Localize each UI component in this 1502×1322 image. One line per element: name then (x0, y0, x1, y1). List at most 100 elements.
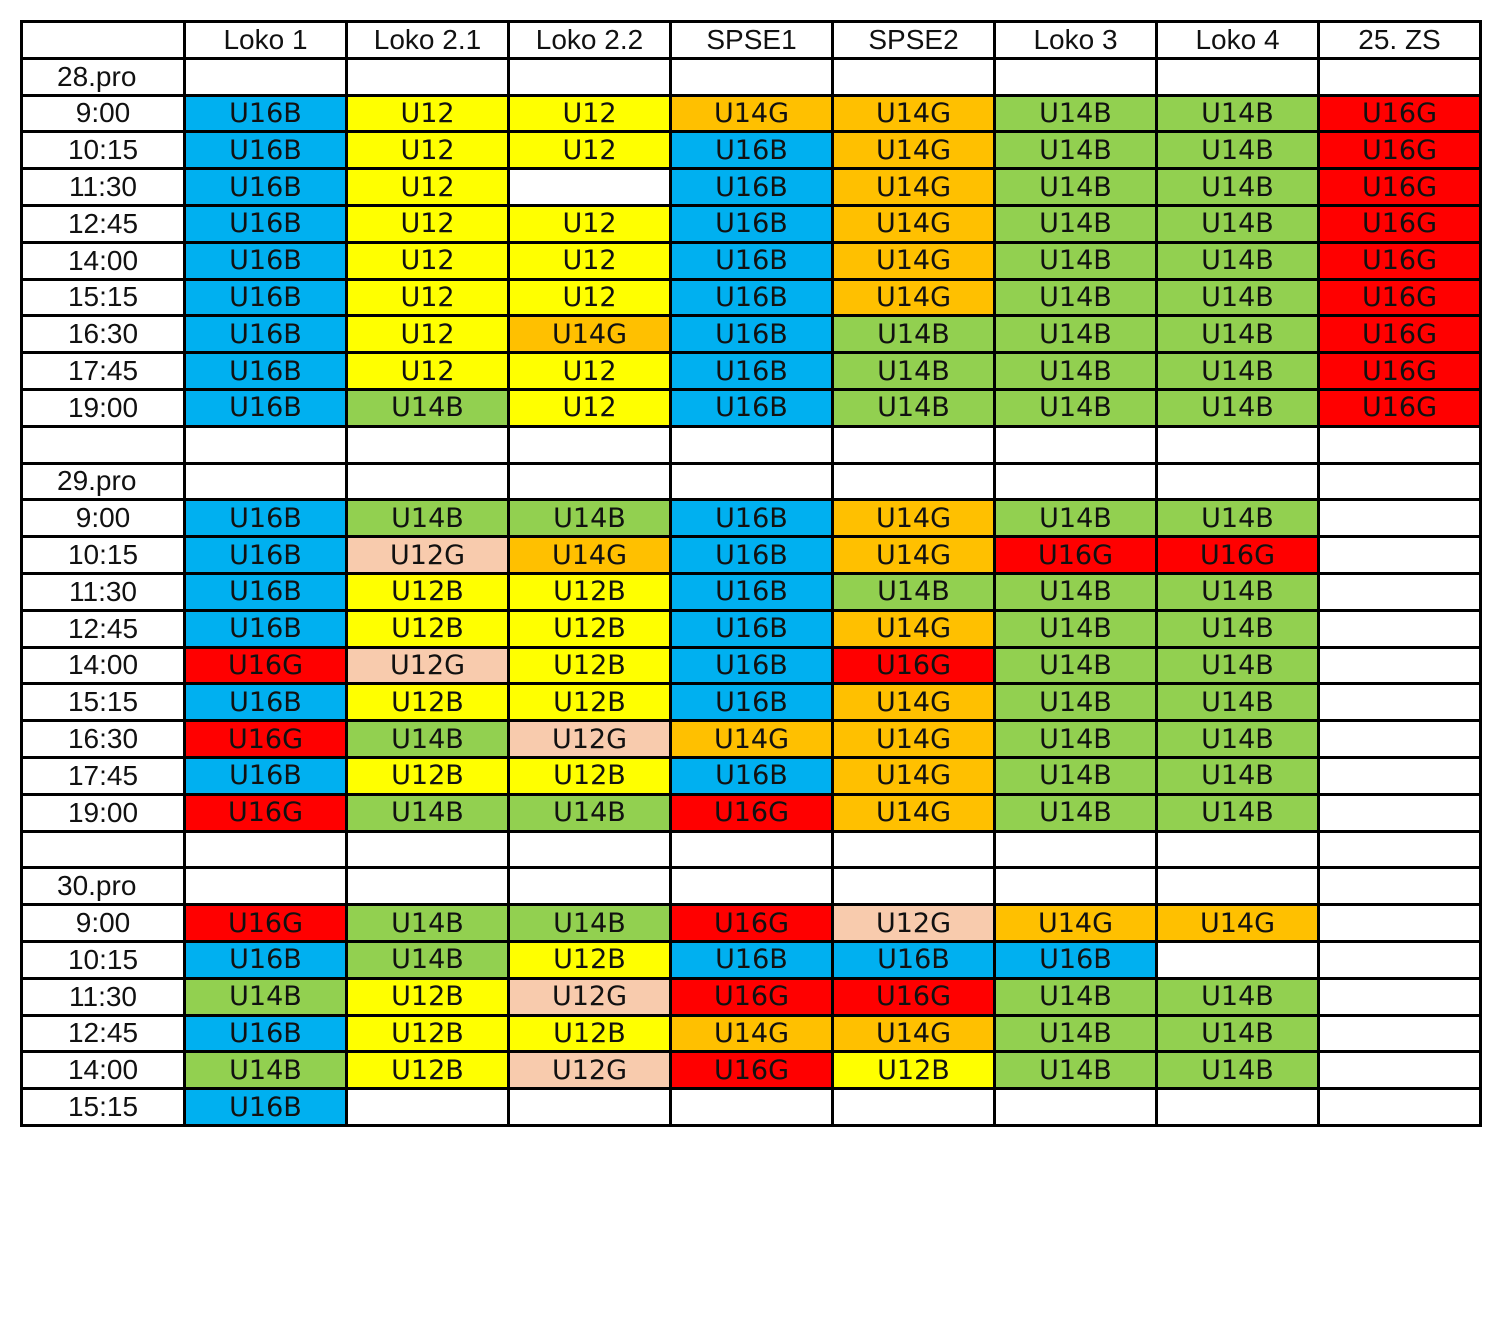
schedule-cell: U14G (831, 792, 996, 833)
empty-cell (345, 829, 510, 870)
empty-cell (1317, 1087, 1482, 1127)
empty-cell (1317, 755, 1482, 796)
schedule-cell: U16G (1317, 314, 1482, 355)
empty-cell (1317, 424, 1482, 465)
schedule-cell: U12B (345, 682, 510, 723)
schedule-cell: U16B (669, 167, 834, 207)
schedule-cell: U12 (507, 203, 672, 244)
schedule-cell: U14B (993, 351, 1158, 391)
schedule-cell: U14G (1155, 903, 1320, 943)
schedule-cell: U14G (831, 498, 996, 539)
schedule-cell: U14B (183, 1050, 348, 1091)
time-slot-row: 10:15 U16B U12G U14G U16B U14G U16G U16G (20, 535, 1482, 575)
time-label: 10:15 (20, 535, 186, 575)
spacer-label (20, 424, 186, 465)
date-row: 29.pro (20, 461, 1482, 502)
schedule-cell: U12G (345, 645, 510, 686)
empty-cell (345, 866, 510, 907)
schedule-cell: U14B (1155, 93, 1320, 134)
schedule-cell: U14G (831, 203, 996, 244)
empty-cell (1317, 1050, 1482, 1091)
schedule-cell: U14G (831, 755, 996, 796)
time-slot-row: 16:30 U16B U12 U14G U16B U14B U14B U14B U16G (20, 314, 1482, 355)
schedule-cell: U16G (183, 719, 348, 759)
empty-cell (1155, 56, 1320, 97)
schedule-cell: U16G (669, 792, 834, 833)
time-label: 17:45 (20, 755, 186, 796)
schedule-cell: U14G (831, 535, 996, 575)
schedule-cell: U16B (183, 1087, 348, 1127)
schedule-cell: U16B (831, 939, 996, 980)
schedule-cell: U16B (669, 608, 834, 649)
time-label: 14:00 (20, 645, 186, 686)
schedule-cell: U14B (993, 167, 1158, 207)
schedule-cell: U14B (345, 387, 510, 428)
schedule-cell: U14B (1155, 498, 1320, 539)
empty-cell (1317, 829, 1482, 870)
schedule-cell: U16G (1317, 93, 1482, 134)
schedule-cell: U14B (831, 571, 996, 612)
schedule-cell: U14B (993, 682, 1158, 723)
empty-cell (1317, 682, 1482, 723)
empty-cell (345, 1087, 510, 1127)
empty-cell (183, 829, 348, 870)
schedule-cell: U16B (183, 498, 348, 539)
spacer-row (20, 424, 1482, 465)
schedule-cell: U14B (1155, 1050, 1320, 1091)
time-slot-row: 17:45 U16B U12 U12 U16B U14B U14B U14B U16G (20, 351, 1482, 391)
schedule-header: Loko 1 Loko 2.1 Loko 2.2 SPSE1 SPSE2 Lok… (20, 20, 1482, 60)
schedule-cell: U16B (669, 130, 834, 171)
schedule-cell: U16G (183, 792, 348, 833)
schedule-cell: U16B (669, 351, 834, 391)
schedule-cell: U12B (507, 608, 672, 649)
empty-cell (1155, 829, 1320, 870)
empty-cell (507, 829, 672, 870)
schedule-cell: U12G (507, 1050, 672, 1091)
schedule-cell: U16B (669, 498, 834, 539)
time-label: 11:30 (20, 976, 186, 1017)
empty-cell (507, 56, 672, 97)
time-slot-row: 10:15 U16B U14B U12B U16B U16B U16B (20, 939, 1482, 980)
empty-cell (1317, 56, 1482, 97)
empty-cell (831, 56, 996, 97)
schedule-cell: U14B (1155, 682, 1320, 723)
schedule-cell: U14B (1155, 130, 1320, 171)
time-label: 15:15 (20, 682, 186, 723)
time-slot-row: 9:00 U16G U14B U14B U16G U12G U14G U14G (20, 903, 1482, 943)
schedule-cell: U16G (1317, 277, 1482, 318)
schedule-cell: U14B (1155, 608, 1320, 649)
schedule-cell: U14G (993, 903, 1158, 943)
time-slot-row: 11:30 U14B U12B U12G U16G U16G U14B U14B (20, 976, 1482, 1017)
time-slot-row: 9:00 U16B U12 U12 U14G U14G U14B U14B U16G (20, 93, 1482, 134)
schedule-cell: U12G (507, 976, 672, 1017)
empty-cell (1317, 719, 1482, 759)
empty-cell (669, 56, 834, 97)
spacer-row (20, 829, 1482, 870)
schedule-cell: U16G (1317, 351, 1482, 391)
schedule-cell: U14G (507, 314, 672, 355)
schedule-cell: U14B (507, 903, 672, 943)
schedule-cell: U14B (1155, 755, 1320, 796)
empty-cell (993, 461, 1158, 502)
schedule-cell: U12G (507, 719, 672, 759)
empty-cell (1317, 939, 1482, 980)
schedule-cell: U14B (1155, 314, 1320, 355)
spacer-label (20, 829, 186, 870)
time-label: 19:00 (20, 792, 186, 833)
empty-cell (669, 461, 834, 502)
empty-cell (507, 866, 672, 907)
schedule-cell: U14B (993, 93, 1158, 134)
schedule-cell: U14B (993, 130, 1158, 171)
empty-cell (1317, 1013, 1482, 1054)
date-label: 29.pro (20, 461, 186, 502)
time-slot-row: 10:15 U16B U12 U12 U16B U14G U14B U14B U16G (20, 130, 1482, 171)
schedule-cell: U12B (345, 571, 510, 612)
empty-cell (345, 56, 510, 97)
empty-cell (993, 56, 1158, 97)
schedule-cell: U14B (993, 976, 1158, 1017)
schedule-cell: U14B (1155, 203, 1320, 244)
schedule-cell: U14B (507, 498, 672, 539)
time-slot-row: 11:30 U16B U12B U12B U16B U14B U14B U14B (20, 571, 1482, 612)
time-slot-row: 19:00 U16G U14B U14B U16G U14G U14B U14B (20, 792, 1482, 833)
schedule-cell: U16G (1317, 130, 1482, 171)
